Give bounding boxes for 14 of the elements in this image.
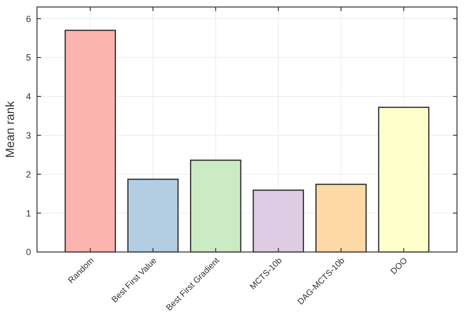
y-tick-label: 2 <box>26 169 31 180</box>
bar <box>378 106 430 253</box>
y-tick-label: 3 <box>26 130 31 140</box>
bar <box>190 160 242 253</box>
y-tick-label: 5 <box>26 52 31 63</box>
y-tick-label: 4 <box>26 92 31 102</box>
y-tick-label: 6 <box>26 14 31 24</box>
bar <box>127 178 179 253</box>
y-tick-label: 1 <box>26 208 31 218</box>
bar <box>252 190 304 253</box>
y-axis-title: Mean rank <box>3 100 17 158</box>
bar <box>315 184 367 253</box>
bar <box>64 30 116 253</box>
y-tick-label: 0 <box>26 247 31 258</box>
